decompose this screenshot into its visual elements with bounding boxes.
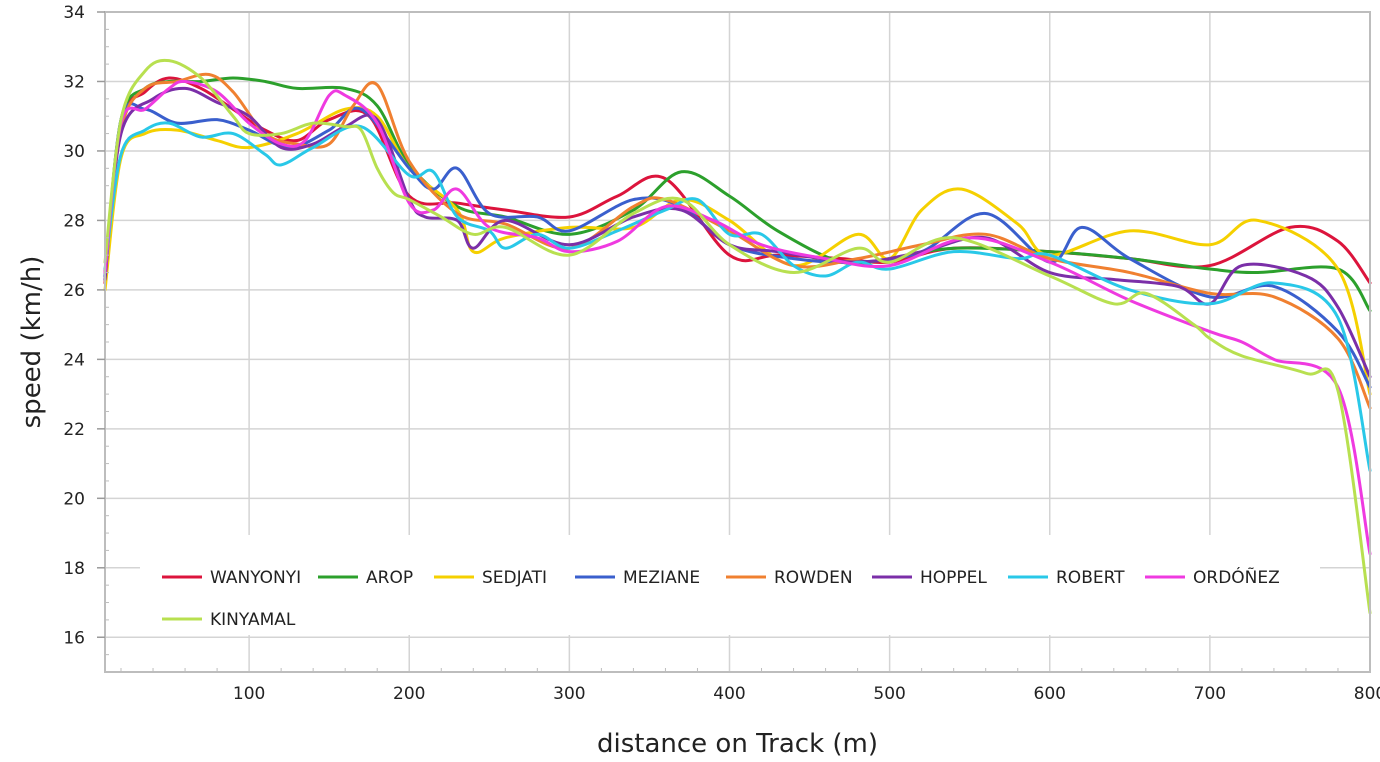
x-tick-label: 200 [393, 684, 425, 704]
x-tick-label: 300 [553, 684, 585, 704]
series-line-arop [103, 76, 1372, 313]
x-tick-label: 800 [1354, 684, 1380, 704]
series-line-wanyonyi [103, 76, 1372, 285]
legend-background [140, 535, 1320, 635]
legend-label-robert: ROBERT [1056, 568, 1125, 588]
x-tick-label: 400 [713, 684, 745, 704]
legend-label-meziane: MEZIANE [623, 568, 700, 588]
series-line-meziane [103, 102, 1372, 389]
x-tick-label: 500 [873, 684, 905, 704]
legend-label-arop: AROP [366, 568, 413, 588]
x-tick-label: 700 [1194, 684, 1226, 704]
x-tick-label: 100 [233, 684, 265, 704]
x-tick-label: 600 [1034, 684, 1066, 704]
y-tick-label: 18 [63, 559, 85, 579]
y-tick-label: 20 [63, 489, 85, 509]
y-axis-title: speed (km/h) [17, 256, 47, 429]
series-line-hoppel [103, 86, 1372, 379]
series-lines [103, 58, 1372, 615]
y-tick-label: 24 [63, 350, 85, 370]
legend-label-wanyonyi: WANYONYI [210, 568, 301, 588]
axis-ticks: 100 200 300 400 500 600 700 800 16 18 20 22 24 26 28 30… [63, 3, 1380, 704]
legend-label-kinyamal: KINYAMAL [210, 610, 296, 630]
legend-label-ordonez: ORDÓÑEZ [1193, 566, 1280, 588]
legend-label-sedjati: SEDJATI [482, 568, 547, 588]
y-tick-label: 16 [63, 628, 85, 648]
legend-label-rowden: ROWDEN [774, 568, 853, 588]
y-tick-label: 28 [63, 211, 85, 231]
y-tick-label: 30 [63, 142, 85, 162]
legend-label-hoppel: HOPPEL [920, 568, 987, 588]
y-tick-label: 26 [63, 281, 85, 301]
series-line-ordonez [103, 79, 1372, 556]
series-line-kinyamal [103, 58, 1372, 615]
y-tick-label: 32 [63, 72, 85, 92]
legend: WANYONYI AROP SEDJATI MEZIANE ROWDEN HOPPEL RO… [140, 535, 1320, 635]
y-tick-label: 22 [63, 420, 85, 440]
x-axis-title: distance on Track (m) [597, 729, 878, 759]
y-tick-label: 34 [63, 3, 85, 23]
series-line-robert [103, 121, 1372, 473]
